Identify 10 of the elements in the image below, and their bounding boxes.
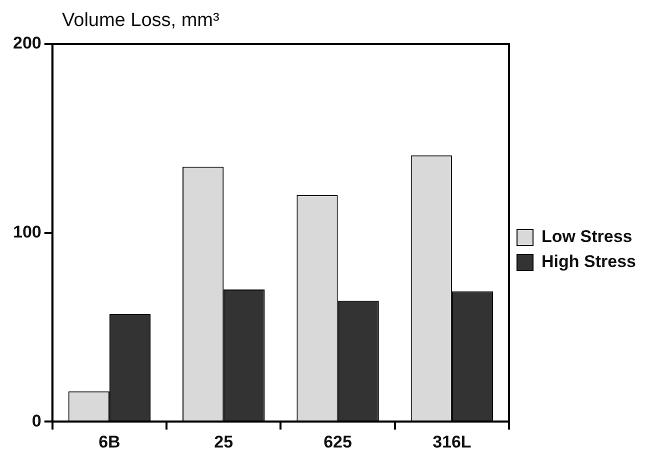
legend-label: High Stress xyxy=(542,252,636,272)
x-tick-label: 625 xyxy=(324,432,352,452)
y-axis-title: Volume Loss, mm³ xyxy=(62,10,220,32)
x-tick-label: 6B xyxy=(98,432,120,452)
y-tick-label: 100 xyxy=(12,222,42,242)
x-tick-label: 25 xyxy=(214,432,234,452)
legend-label: Low Stress xyxy=(542,227,632,246)
x-tick-label: 316L xyxy=(432,432,472,452)
y-tick-label: 200 xyxy=(12,34,42,53)
y-tick-label: 0 xyxy=(32,411,42,430)
